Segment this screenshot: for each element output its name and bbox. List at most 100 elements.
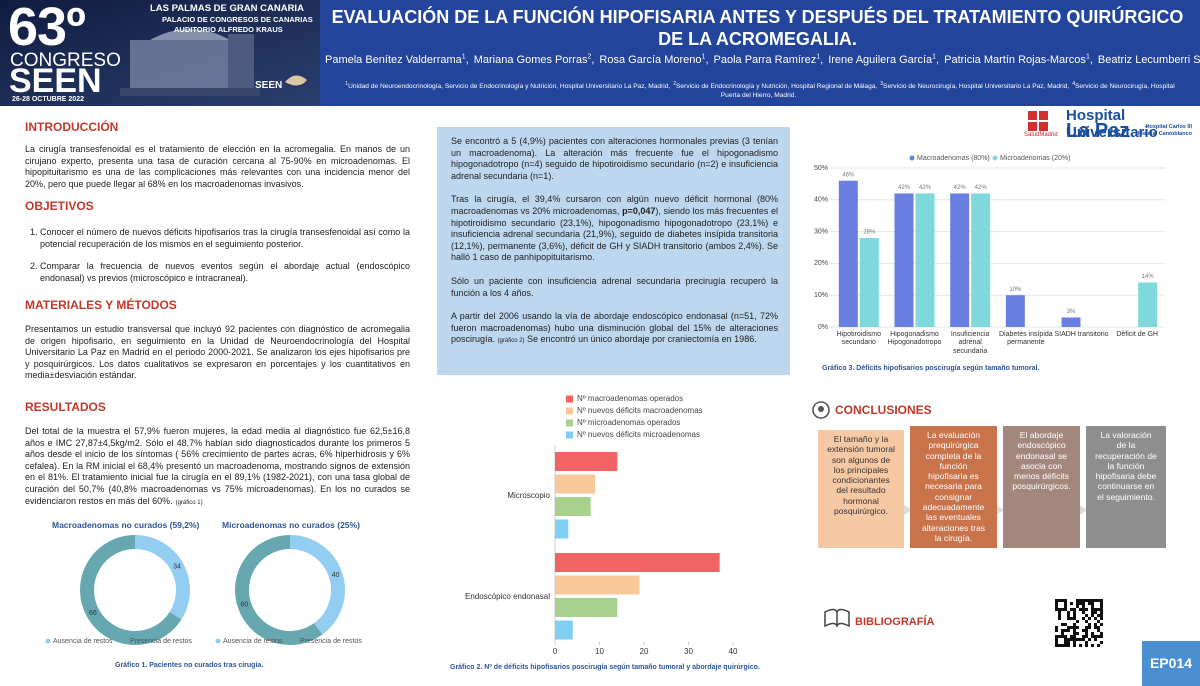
y-tick-label: 40% xyxy=(814,197,828,204)
qr-cell xyxy=(1097,629,1100,632)
qr-cell xyxy=(1082,605,1085,608)
legend-label: Nº nuevos déficits microadenomas xyxy=(577,430,700,439)
qr-cell xyxy=(1073,614,1076,617)
text-run: Sólo un paciente con insuficiencia adren… xyxy=(451,275,778,298)
donut-slice xyxy=(289,535,345,635)
text-run: A partir del 2006 usando la vía de abord… xyxy=(451,311,778,345)
conclusion-box: El abordaje endoscópico endonasal se aso… xyxy=(1003,426,1080,548)
qr-cell xyxy=(1097,644,1100,647)
qr-cell xyxy=(1091,611,1094,614)
legend-label: Microadenomas (20%) xyxy=(1000,155,1070,162)
qr-cell xyxy=(1076,620,1079,623)
qr-cell xyxy=(1073,644,1076,647)
bar xyxy=(555,575,640,595)
x-tick-label: 40 xyxy=(729,647,738,656)
author-name: Mariana Gomes Porras xyxy=(473,53,588,66)
qr-cell xyxy=(1067,617,1070,620)
arrows xyxy=(903,504,1087,516)
author-aff: 1 xyxy=(816,53,821,60)
author: Paola Parra Ramírez1, xyxy=(714,53,824,66)
category-label: Hipotiroidismo secundario xyxy=(836,331,881,347)
legend-swatch xyxy=(566,419,573,427)
qr-cell xyxy=(1094,611,1097,614)
author-aff: 1 xyxy=(461,53,466,60)
text-run: p=0,047 xyxy=(622,205,656,216)
legend-label: Nº macroadenomas operados xyxy=(577,394,683,403)
hospital-place: La Paz xyxy=(1066,120,1130,142)
qr-cell xyxy=(1100,617,1103,620)
qr-cell xyxy=(1061,599,1064,602)
value-label: 14% xyxy=(1142,274,1155,280)
health-brand: SaludMadrid xyxy=(1024,132,1058,138)
bar xyxy=(950,193,970,327)
author-name: Beatriz Lecumberri Santamaría xyxy=(1097,53,1200,66)
qr-cell xyxy=(1058,635,1061,638)
text-run: Se encontró a 5 (4,9%) pacientes con alt… xyxy=(451,136,778,181)
value-label: 42% xyxy=(919,185,932,191)
qr-cell xyxy=(1091,614,1094,617)
qr-cell xyxy=(1067,629,1070,632)
qr-cell xyxy=(1100,635,1103,638)
qr-cell xyxy=(1076,632,1079,635)
qr-cell xyxy=(1055,641,1058,644)
paragraph: A partir del 2006 usando la vía de abord… xyxy=(451,311,778,348)
paragraph: Tras la cirugía, el 39,4% cursaron con a… xyxy=(451,194,778,264)
qr-cell xyxy=(1097,614,1100,617)
author-name: Irene Aguilera García xyxy=(828,53,933,66)
author-sep: , xyxy=(465,53,469,66)
hospital-sub: Hospital Cantoblanco xyxy=(1135,131,1192,137)
qr-cell xyxy=(1079,638,1082,641)
bar xyxy=(971,193,991,327)
qr-cell xyxy=(1091,632,1094,635)
y-tick-label: 0% xyxy=(818,324,828,331)
affiliation-num: 2 xyxy=(673,81,677,87)
legend-label: Presencia de restos xyxy=(130,638,192,645)
author-sep: , xyxy=(1089,53,1093,66)
qr-cell xyxy=(1100,614,1103,617)
legend-swatch xyxy=(292,638,298,644)
chart-title: Microadenomas no curados (25%) xyxy=(222,520,360,530)
section-text: Presentamos un estudio transversal que i… xyxy=(25,324,410,381)
text: Del total de la muestra el 57,9% fueron … xyxy=(25,426,410,506)
qr-cell xyxy=(1079,602,1082,605)
qr-cell xyxy=(1070,617,1073,620)
qr-cell xyxy=(1079,644,1082,647)
qr-cell xyxy=(1055,635,1058,638)
bar xyxy=(859,237,879,327)
congress-city: LAS PALMAS DE GRAN CANARIA xyxy=(150,3,304,14)
qr-cell xyxy=(1079,608,1082,611)
figure-ref: (gráfico 1) xyxy=(175,499,203,506)
legend-swatch xyxy=(566,431,573,439)
qr-cell xyxy=(1064,629,1067,632)
affiliation: 2Servicio de Endocrinología y Nutrición,… xyxy=(673,81,877,90)
author-aff: 2 xyxy=(587,53,592,60)
x-tick-label: 20 xyxy=(640,647,649,656)
qr-cell xyxy=(1085,629,1088,632)
qr-cell xyxy=(1064,605,1067,608)
authors: Pamela Benítez Valderrama1, Mariana Gomes… xyxy=(325,49,1200,68)
author-name: Patricia Martín Rojas-Marcos xyxy=(944,53,1086,66)
section-heading: INTRODUCCIÓN xyxy=(25,120,119,134)
congress-word: CONGRESO xyxy=(10,50,121,71)
qr-cell xyxy=(1061,629,1064,632)
qr-cell xyxy=(1064,623,1067,626)
qr-cell xyxy=(1058,644,1061,647)
figure-caption: Gráfico 2. Nº de déficits hipofisarios p… xyxy=(450,664,760,671)
qr-cell xyxy=(1055,605,1058,608)
donut-slice xyxy=(235,535,323,645)
results-text: Se encontró a 5 (4,9%) pacientes con alt… xyxy=(451,136,778,360)
qr-cell xyxy=(1094,617,1097,620)
qr-cell xyxy=(1091,599,1094,602)
conclusion-box: La evaluación prequirúrgica completa de … xyxy=(910,426,997,548)
section-heading: BIBLIOGRAFÍA xyxy=(855,616,935,628)
text-run: Se encontró un único abordaje por cranie… xyxy=(524,334,757,345)
bar xyxy=(894,193,914,327)
qr-cell xyxy=(1064,638,1067,641)
legend-swatch xyxy=(122,638,128,644)
bar xyxy=(1061,317,1081,327)
qr-cell xyxy=(1097,599,1100,602)
qr-cell xyxy=(1055,599,1058,602)
legend-swatch xyxy=(215,638,221,644)
legend-label: Presencia de restos xyxy=(300,638,362,645)
qr-cell xyxy=(1085,635,1088,638)
